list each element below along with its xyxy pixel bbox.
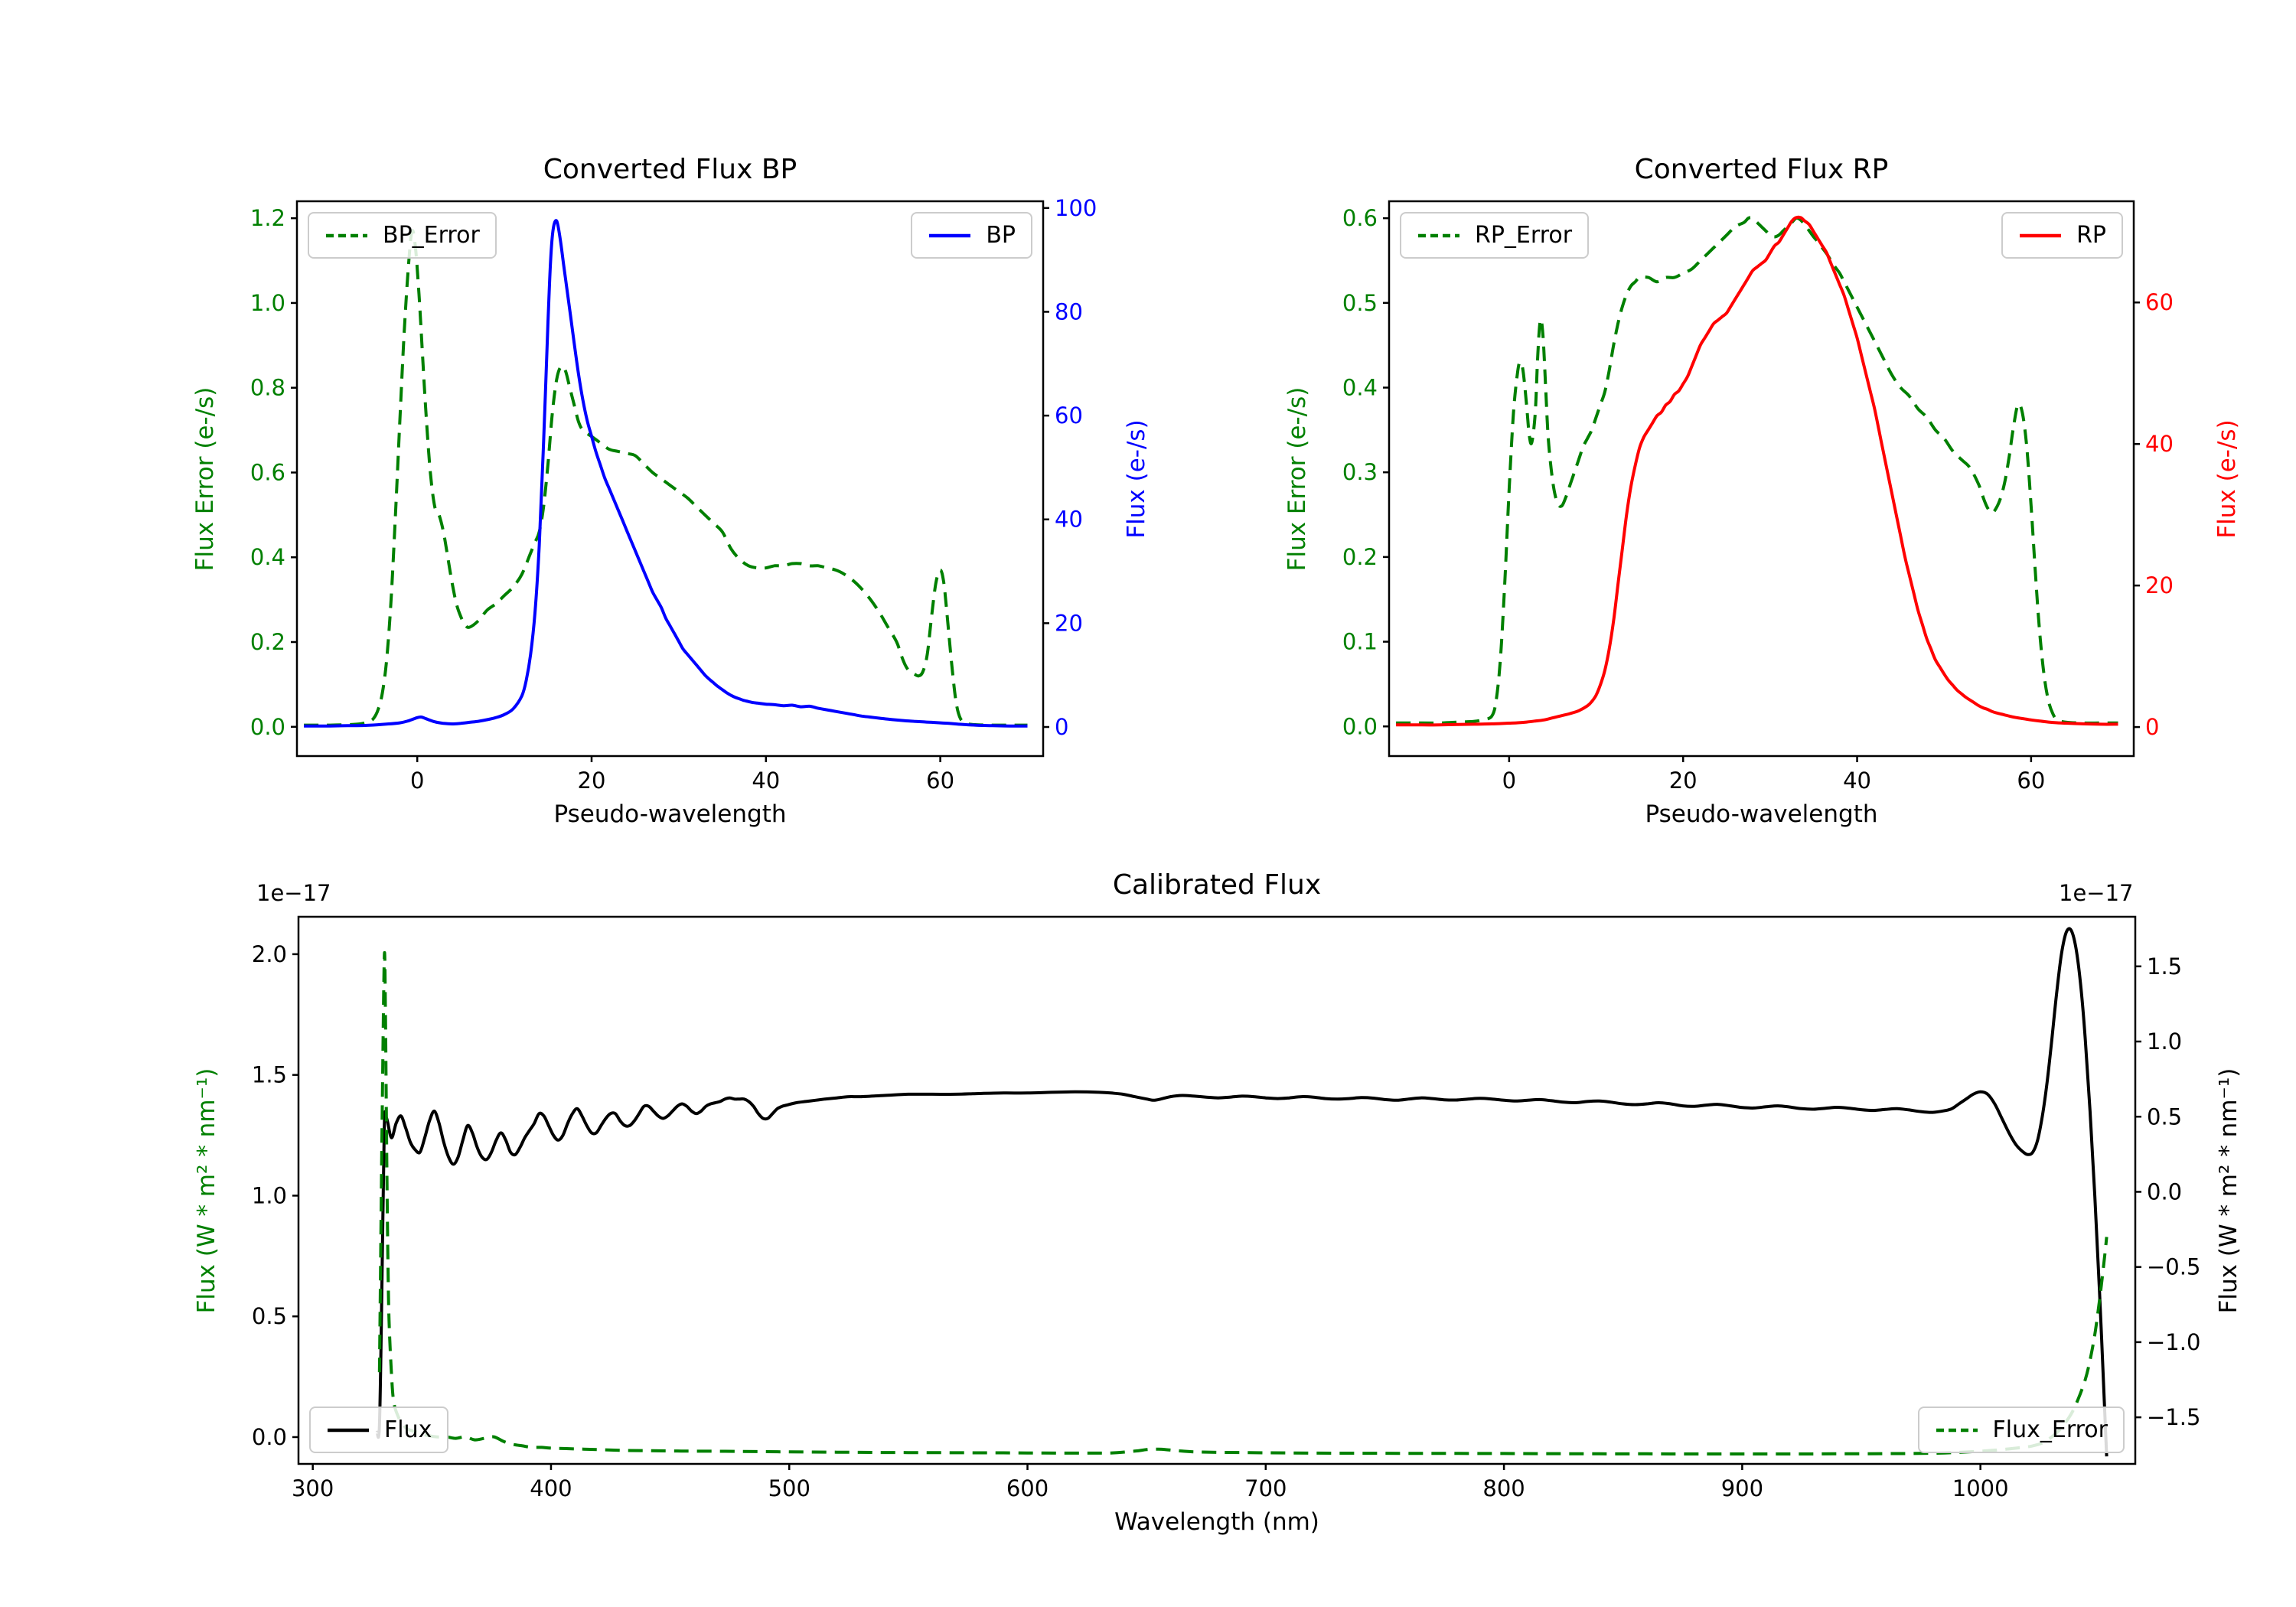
legend-line-sample-icon — [326, 233, 367, 237]
y-left-tick-label: 0.0 — [250, 714, 285, 740]
x-tick-label: 400 — [530, 1475, 572, 1501]
series-group — [1396, 215, 2118, 727]
legend-line-sample-icon — [929, 233, 971, 237]
legend-rp: RP — [2001, 212, 2123, 259]
x-tick-label: 900 — [1721, 1475, 1763, 1501]
legend-bp-error: BP_Error — [308, 212, 497, 259]
chart-title-rp: Converted Flux RP — [1634, 154, 1889, 185]
legend-label: BP_Error — [383, 222, 480, 249]
y-right-tick-label: 0.5 — [2147, 1103, 2182, 1129]
y-right-tick-label: −1.0 — [2147, 1329, 2200, 1355]
x-tick-label: 60 — [926, 768, 954, 794]
legend-line-sample-icon — [328, 1428, 369, 1432]
x-tick-label: 800 — [1482, 1475, 1525, 1501]
y-axis-label-rp-flux: Flux (e-/s) — [2213, 419, 2241, 539]
y-left-tick-label: 0.8 — [250, 375, 285, 401]
y-left-tick-label: 0.2 — [250, 629, 285, 655]
axis-offset-right: 1e−17 — [2059, 880, 2134, 906]
y-right-tick-label: 0.0 — [2147, 1178, 2182, 1204]
x-axis-label-bp: Pseudo-wavelength — [553, 800, 787, 828]
axes-spines — [1388, 200, 2135, 758]
axes-spines — [297, 915, 2137, 1465]
y-left-tick-label: 0.5 — [1342, 290, 1378, 316]
chart-title-calibrated: Calibrated Flux — [1112, 869, 1322, 901]
y-axis-label-bp-error: Flux Error (e-/s) — [191, 386, 219, 571]
y-right-tick-label: 60 — [1055, 403, 1083, 429]
axis-offset-left: 1e−17 — [256, 880, 331, 906]
y-axis-label-flux-right: Flux (W * m² * nm⁻¹) — [2215, 1068, 2242, 1313]
legend-line-sample-icon — [1418, 233, 1459, 237]
y-axis-label-flux-left: Flux (W * m² * nm⁻¹) — [193, 1068, 220, 1313]
legend-label: RP_Error — [1475, 222, 1573, 249]
x-tick-label: 60 — [2017, 768, 2045, 794]
y-right-tick-label: 0 — [2145, 714, 2159, 740]
y-right-tick-label: 60 — [2145, 289, 2174, 315]
y-right-tick-label: 20 — [1055, 610, 1083, 636]
y-left-tick-label: 0.4 — [1342, 375, 1378, 401]
y-right-tick-label: 100 — [1055, 195, 1097, 221]
y-right-tick-label: 20 — [2145, 572, 2174, 598]
series-line-bp — [304, 219, 1028, 728]
legend-flux: Flux — [309, 1407, 449, 1453]
y-left-tick-label: 1.5 — [252, 1062, 287, 1088]
y-right-tick-label: −0.5 — [2147, 1254, 2200, 1280]
series-line-flux_error — [377, 951, 2108, 1456]
y-left-tick-label: 1.2 — [250, 205, 285, 231]
x-tick-label: 20 — [578, 768, 606, 794]
series-group — [304, 219, 1028, 728]
y-left-tick-label: 0.3 — [1342, 459, 1378, 485]
y-left-tick-label: 0.0 — [1342, 713, 1378, 739]
y-left-tick-label: 0.6 — [1342, 205, 1378, 231]
x-tick-label: 700 — [1244, 1475, 1287, 1501]
legend-bp: BP — [911, 212, 1032, 259]
x-tick-label: 600 — [1006, 1475, 1049, 1501]
x-tick-label: 20 — [1669, 768, 1698, 794]
y-axis-label-bp-flux: Flux (e-/s) — [1123, 419, 1150, 539]
y-axis-label-rp-error: Flux Error (e-/s) — [1283, 386, 1311, 571]
y-right-tick-label: 80 — [1055, 298, 1083, 324]
legend-line-sample-icon — [2020, 233, 2062, 237]
y-right-tick-label: 1.0 — [2147, 1028, 2182, 1054]
legend-label: Flux — [384, 1416, 432, 1443]
series-line-bp_error — [304, 229, 1028, 727]
x-axis-label-rp: Pseudo-wavelength — [1645, 800, 1878, 828]
y-left-tick-label: 0.0 — [252, 1424, 287, 1450]
legend-flux-error: Flux_Error — [1917, 1407, 2125, 1453]
series-line-rp_error — [1396, 216, 2118, 725]
y-left-tick-label: 1.0 — [250, 290, 285, 316]
legend-line-sample-icon — [1936, 1428, 1978, 1432]
legend-label: Flux_Error — [1992, 1416, 2108, 1443]
x-tick-label: 300 — [292, 1475, 334, 1501]
chart-title-bp: Converted Flux BP — [543, 154, 797, 185]
legend-label: RP — [2076, 222, 2106, 249]
y-left-tick-label: 1.0 — [252, 1182, 287, 1208]
y-left-tick-label: 0.6 — [250, 459, 285, 485]
x-axis-label-wavelength: Wavelength (nm) — [1114, 1508, 1319, 1536]
y-left-tick-label: 0.4 — [250, 544, 285, 570]
y-right-tick-label: 40 — [2145, 431, 2174, 457]
legend-rp-error: RP_Error — [1400, 212, 1590, 259]
legend-label: BP — [986, 222, 1016, 249]
series-line-rp — [1396, 215, 2118, 727]
x-tick-label: 40 — [752, 768, 780, 794]
series-line-flux — [375, 927, 2108, 1457]
y-right-tick-label: −1.5 — [2147, 1404, 2200, 1430]
y-right-tick-label: 40 — [1055, 507, 1083, 533]
x-tick-label: 0 — [410, 768, 424, 794]
y-left-tick-label: 0.2 — [1342, 544, 1378, 570]
y-left-tick-label: 2.0 — [252, 941, 287, 967]
x-tick-label: 500 — [768, 1475, 810, 1501]
y-left-tick-label: 0.5 — [252, 1303, 287, 1329]
y-left-tick-label: 0.1 — [1342, 629, 1378, 655]
x-tick-label: 40 — [1843, 768, 1871, 794]
y-right-tick-label: 0 — [1055, 714, 1068, 740]
axes-spines — [295, 200, 1045, 758]
x-tick-label: 0 — [1502, 768, 1516, 794]
x-tick-label: 1000 — [1952, 1475, 2009, 1501]
series-group — [375, 927, 2108, 1457]
y-right-tick-label: 1.5 — [2147, 953, 2182, 980]
